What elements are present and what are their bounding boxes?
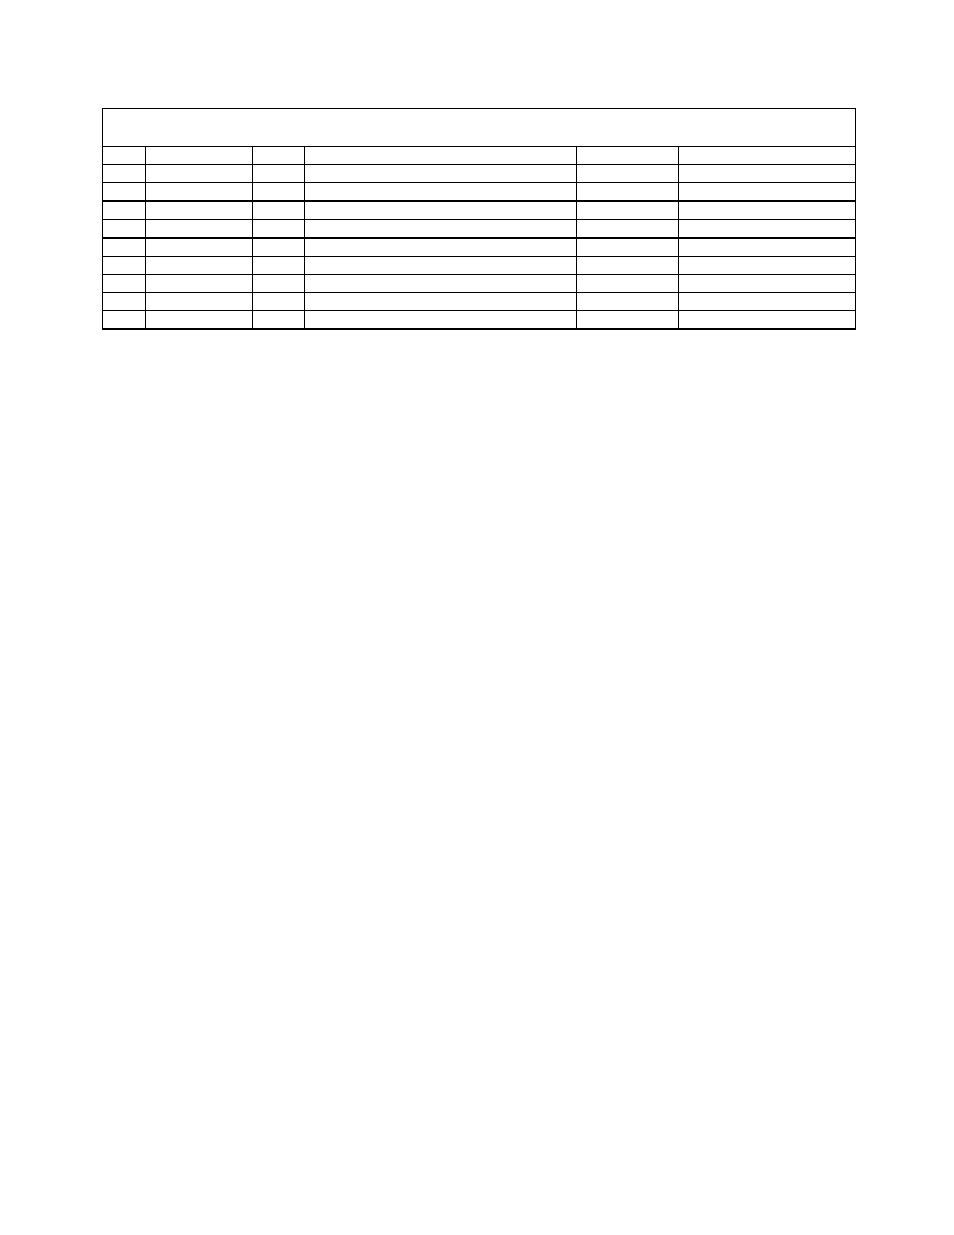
table-cell [103,275,146,293]
table-cell [253,220,305,239]
table-cell [146,293,253,311]
table-cell [577,275,679,293]
table-cell [679,238,856,257]
table-cell [679,165,856,183]
table-cell [679,147,856,165]
table-cell [146,183,253,202]
table-cell [305,238,577,257]
table-cell [577,147,679,165]
table-cell [305,257,577,275]
table-cell [103,257,146,275]
table-cell [253,183,305,202]
table-cell [146,201,253,220]
table-cell [577,257,679,275]
table-cell [679,220,856,239]
table-cell [253,238,305,257]
table-cell [305,201,577,220]
table-cell [305,311,577,330]
table-cell [305,275,577,293]
table-cell [146,311,253,330]
table-cell [103,220,146,239]
table-cell [146,238,253,257]
table-row [103,147,856,165]
table-cell [577,293,679,311]
table-cell [305,293,577,311]
table-header-row [103,109,856,147]
table-cell [577,238,679,257]
table-cell [577,220,679,239]
table-cell [305,147,577,165]
table-cell [103,293,146,311]
table-cell [103,238,146,257]
table-header-cell [103,109,856,147]
table-cell [679,183,856,202]
table-cell [305,220,577,239]
table-cell [103,165,146,183]
table-cell [253,311,305,330]
table-cell [253,257,305,275]
table-cell [146,165,253,183]
table-cell [679,311,856,330]
table-cell [679,257,856,275]
table-cell [103,147,146,165]
table-row [103,165,856,183]
table-cell [577,201,679,220]
table-cell [679,275,856,293]
table-row [103,238,856,257]
table-row [103,201,856,220]
table-cell [577,183,679,202]
table-cell [305,183,577,202]
page [0,0,954,1235]
table-cell [146,220,253,239]
table-cell [146,147,253,165]
table-row [103,311,856,330]
table-cell [253,201,305,220]
table-cell [146,275,253,293]
table-row [103,220,856,239]
table-cell [103,201,146,220]
table-cell [305,165,577,183]
table-cell [146,257,253,275]
table-cell [253,293,305,311]
table-cell [253,165,305,183]
data-table [102,108,856,330]
table-cell [253,147,305,165]
table-row [103,275,856,293]
table-cell [577,311,679,330]
table-row [103,183,856,202]
table-cell [577,165,679,183]
table-cell [103,311,146,330]
table-cell [103,183,146,202]
table-cell [679,293,856,311]
table-row [103,293,856,311]
table-cell [253,275,305,293]
table-row [103,257,856,275]
table-cell [679,201,856,220]
